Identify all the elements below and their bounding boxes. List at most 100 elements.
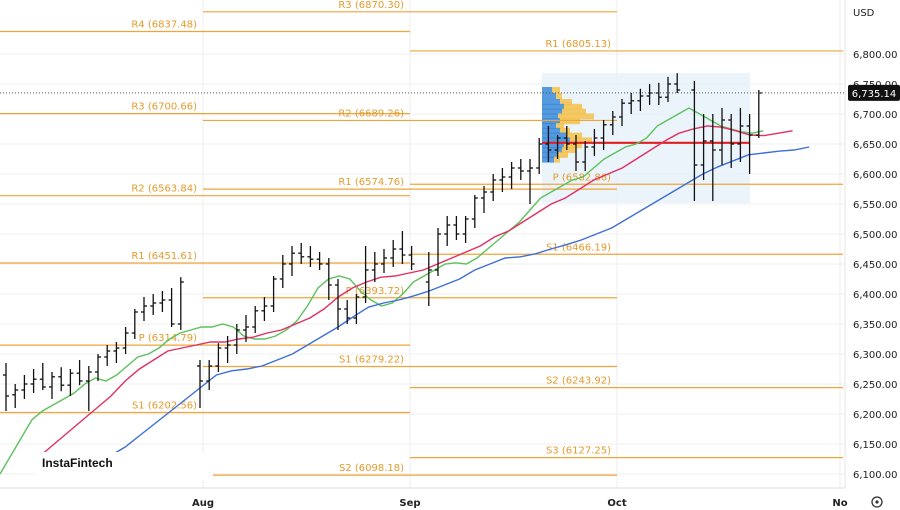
ohlc-bar: [554, 135, 561, 159]
ohlc-bar: [224, 336, 231, 363]
ohlc-bar: [425, 252, 432, 306]
ohlc-bar: [335, 279, 341, 330]
ohlc-bar: [435, 228, 441, 276]
y-tick-label: 6,800.00: [853, 50, 898, 61]
logo: InstaFintech: [35, 452, 213, 480]
profile-bar-yellow: [562, 108, 586, 115]
ohlc-bar: [517, 159, 524, 180]
currency-label[interactable]: USD: [853, 8, 875, 19]
pivot-label: R3 (6870.30): [338, 0, 404, 11]
pivot-label: R1 (6574.76): [338, 177, 404, 188]
pivot-label: P (6393.72): [346, 286, 404, 297]
ohlc-bar: [353, 294, 360, 324]
ohlc-bar: [85, 366, 92, 411]
y-tick-label: 6,300.00: [853, 350, 898, 361]
ohlc-bar: [39, 363, 46, 390]
ma-line-blue: [109, 146, 810, 457]
ohlc-bar: [58, 367, 65, 392]
ohlc-bar: [737, 108, 744, 162]
ohlc-bar: [279, 255, 286, 288]
x-month-label: Oct: [607, 498, 626, 509]
profile-bar-yellow: [556, 123, 564, 129]
profile-bar-yellow: [564, 142, 582, 149]
ohlc-bar: [471, 195, 478, 228]
ohlc-bar: [508, 162, 515, 189]
ohlc-bar: [197, 360, 203, 408]
y-tick-label: 6,100.00: [853, 470, 898, 481]
price-badge-text: 6,735.14: [852, 89, 897, 100]
ohlc-bar: [67, 369, 74, 396]
ohlc-bar: [131, 309, 138, 339]
ma-line-red: [39, 125, 793, 457]
profile-bar-yellow: [560, 99, 572, 105]
settings-icon[interactable]: [871, 496, 883, 508]
ohlc-bar: [122, 327, 129, 354]
profile-bar-blue: [542, 113, 558, 120]
ohlc-bar: [591, 129, 598, 156]
ohlc-bar: [344, 300, 351, 324]
ohlc-bar: [215, 343, 222, 372]
x-month-label: Aug: [192, 498, 214, 509]
ohlc-bar: [141, 297, 147, 321]
x-month-label: No: [832, 498, 847, 509]
ohlc-bar: [113, 342, 120, 363]
ohlc-bar: [545, 126, 552, 162]
ohlc-bar: [665, 76, 671, 102]
profile-bar-yellow: [558, 113, 594, 120]
ohlc-bar: [700, 114, 707, 180]
ohlc-bar: [536, 138, 543, 174]
profile-bar-yellow: [564, 103, 582, 110]
ohlc-bar: [746, 114, 753, 174]
profile-bar-yellow: [570, 137, 592, 144]
y-tick-label: 6,250.00: [853, 380, 898, 391]
ohlc-bar: [362, 246, 369, 303]
ohlc-bar: [444, 216, 451, 246]
pivot-label: R2 (6689.26): [338, 108, 404, 119]
x-month-label: Sep: [399, 498, 420, 509]
ohlc-bar: [499, 168, 506, 192]
pivot-label: R4 (6837.48): [131, 20, 197, 31]
ohlc-bar: [30, 369, 37, 393]
y-tick-label: 6,600.00: [853, 170, 898, 181]
ohlc-bar: [159, 291, 166, 312]
ohlc-bar: [563, 126, 570, 150]
profile-bar-yellow: [556, 93, 562, 99]
profile-bar-blue: [542, 93, 556, 99]
profile-bar-blue: [542, 147, 562, 153]
ohlc-bar: [709, 114, 716, 201]
y-tick-label: 6,150.00: [853, 440, 898, 451]
y-tick-label: 6,200.00: [853, 410, 898, 421]
ohlc-bar: [728, 114, 735, 168]
ohlc-bar: [104, 345, 111, 366]
ohlc-bar: [76, 360, 83, 386]
ohlc-bar: [233, 324, 240, 354]
pivot-label: R2 (6563.84): [131, 184, 197, 195]
ohlc-bar: [3, 363, 9, 411]
profile-bar-blue: [542, 103, 564, 110]
ohlc-bar: [270, 276, 277, 312]
ohlc-bar: [168, 288, 175, 327]
ohlc-bar: [371, 252, 378, 282]
y-tick-label: 6,350.00: [853, 320, 898, 331]
y-tick-label: 6,450.00: [853, 260, 898, 271]
ohlc-bar: [381, 249, 387, 273]
profile-bar-blue: [542, 99, 560, 105]
profile-bar-yellow: [554, 156, 560, 163]
ohlc-bar: [527, 159, 533, 204]
ohlc-bar: [261, 297, 268, 321]
profile-bar-blue: [542, 137, 570, 144]
profile-bar-yellow: [562, 147, 576, 153]
ohlc-bar: [95, 354, 101, 381]
ohlc-bar: [325, 258, 332, 300]
pivot-label: R3 (6700.66): [131, 102, 197, 113]
ohlc-bar: [150, 294, 157, 315]
pivot-label: S1 (6466.19): [546, 242, 611, 253]
ma-line-green: [0, 107, 764, 475]
pivot-label: S1 (6279.22): [339, 354, 404, 365]
ohlc-bar: [582, 141, 589, 171]
moving-averages: [0, 107, 810, 475]
pivot-label: S1 (6202.56): [132, 400, 197, 411]
profile-bar-blue: [542, 142, 564, 149]
